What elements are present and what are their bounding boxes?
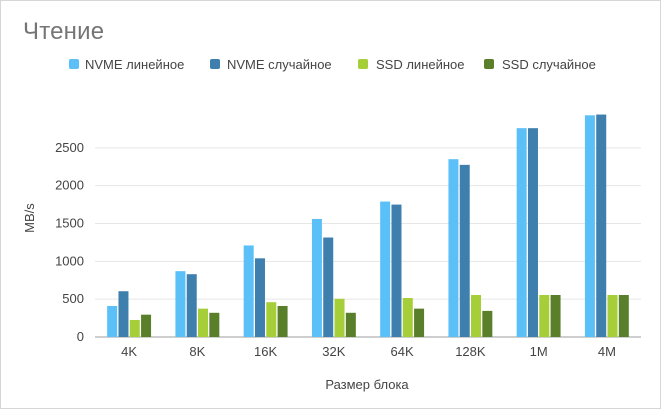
bar-64K-series-2 — [391, 204, 402, 337]
x-tick-label: 8K — [189, 344, 205, 359]
y-tick-label: 1000 — [55, 253, 84, 268]
x-tick-label: 16K — [254, 344, 277, 359]
chart-legend: NVME линейное NVME случайное SSD линейное S… — [69, 57, 596, 72]
bar-64K-series-3 — [402, 298, 413, 337]
bar-4K-series-4 — [141, 314, 152, 337]
y-tick-label: 0 — [77, 329, 84, 344]
bar-128K-series-4 — [482, 310, 493, 337]
legend-swatch — [484, 59, 494, 69]
legend-swatch — [69, 59, 79, 69]
legend-swatch — [358, 59, 368, 69]
y-tick-label: 500 — [62, 291, 84, 306]
bar-128K-series-1 — [448, 159, 459, 337]
legend-label: NVME линейное — [85, 57, 184, 72]
y-tick-label: 2500 — [55, 140, 84, 155]
x-tick-label: 64K — [391, 344, 414, 359]
x-axis-label: Размер блока — [325, 377, 409, 392]
bar-64K-series-4 — [414, 308, 425, 338]
bar-4M-series-2 — [596, 114, 607, 337]
x-tick-label: 4K — [121, 344, 137, 359]
legend-item: SSD случайное — [484, 57, 596, 72]
bar-128K-series-2 — [459, 164, 470, 337]
legend-item: SSD линейное — [358, 57, 465, 72]
bar-4M-series-1 — [584, 115, 595, 337]
bar-16K-series-3 — [266, 302, 277, 337]
bar-8K-series-4 — [209, 312, 220, 337]
bar-16K-series-1 — [243, 245, 254, 337]
bar-8K-series-3 — [198, 308, 209, 338]
legend-label: NVME случайное — [227, 57, 332, 72]
y-axis-ticks: 0 500 1000 1500 2000 2500 — [55, 140, 84, 344]
y-tick-label: 1500 — [55, 216, 84, 231]
chart-bars — [107, 114, 629, 338]
y-gridlines — [95, 147, 641, 338]
bar-1M-series-4 — [550, 295, 561, 337]
x-tick-label: 32K — [322, 344, 345, 359]
y-tick-label: 2000 — [55, 178, 84, 193]
legend-item: NVME случайное — [210, 57, 332, 72]
bar-8K-series-1 — [175, 271, 186, 337]
bar-1M-series-3 — [539, 295, 550, 337]
legend-label: SSD линейное — [376, 57, 465, 72]
legend-swatch — [210, 59, 220, 69]
bar-64K-series-1 — [380, 201, 391, 337]
bar-16K-series-4 — [277, 305, 288, 337]
bar-4K-series-3 — [129, 319, 140, 337]
x-tick-label: 1M — [530, 344, 548, 359]
legend-item: NVME линейное — [69, 57, 184, 72]
bar-4K-series-2 — [118, 291, 129, 337]
bar-4M-series-4 — [618, 295, 629, 337]
x-tick-label: 4M — [598, 344, 616, 359]
bar-1M-series-1 — [516, 128, 527, 337]
chart-title: Чтение — [23, 18, 105, 45]
bar-32K-series-3 — [334, 298, 345, 337]
bar-32K-series-1 — [311, 218, 322, 337]
y-axis-label: MB/s — [22, 203, 37, 233]
bar-128K-series-3 — [471, 295, 482, 337]
legend-label: SSD случайное — [502, 57, 596, 72]
bar-8K-series-2 — [186, 274, 197, 337]
bar-32K-series-2 — [323, 237, 334, 337]
bar-1M-series-2 — [527, 128, 538, 337]
x-axis-ticks: 4K 8K 16K 32K 64K 128K 1M 4M — [121, 344, 616, 359]
bar-4M-series-3 — [607, 295, 618, 337]
bar-32K-series-4 — [345, 312, 356, 337]
x-tick-label: 128K — [455, 344, 486, 359]
bar-16K-series-2 — [254, 258, 265, 337]
bar-4K-series-1 — [107, 305, 118, 337]
